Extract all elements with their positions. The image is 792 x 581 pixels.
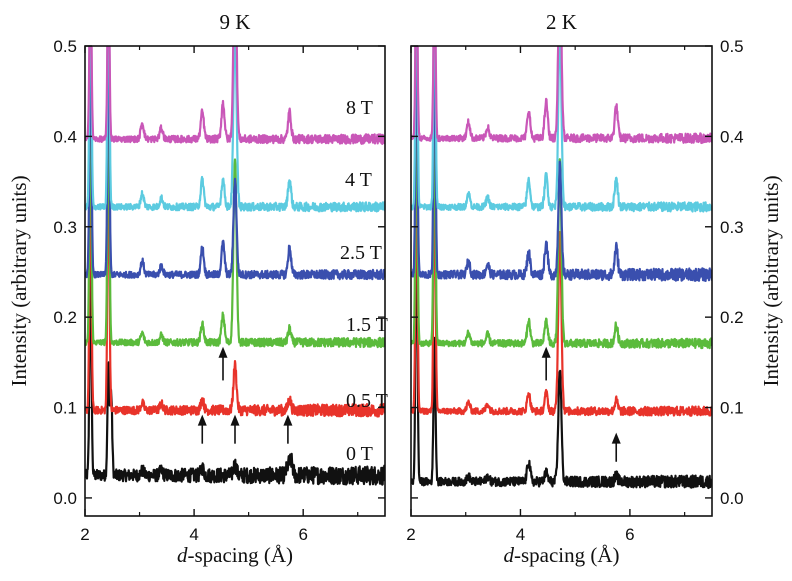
y-tick-label: 0.1 [720, 399, 744, 418]
x-axis-title-italic: d [503, 543, 514, 567]
y-tick-label: 0.1 [53, 399, 77, 418]
arrow-head [541, 346, 551, 358]
y-tick-label: 0.2 [53, 308, 77, 327]
y-tick-label: 0.4 [720, 127, 744, 146]
series-label: 2.5 T [340, 242, 382, 264]
x-axis-title: d-spacing (Å) [503, 543, 619, 567]
x-axis-title: d-spacing (Å) [177, 543, 293, 567]
arrow-head [218, 346, 228, 358]
series-line-0_5T [85, 139, 385, 418]
panel-1-plot [411, 46, 712, 490]
y-tick-label: 0.5 [720, 37, 744, 56]
x-tick-label: 4 [516, 525, 525, 544]
series-line-8T [85, 46, 385, 145]
series-line-4T [85, 46, 385, 213]
y-tick-label: 0.3 [720, 218, 744, 237]
series-label: 1.5 T [346, 314, 388, 336]
x-axis-title-italic: d [177, 543, 188, 567]
y-tick-label: 0.0 [720, 489, 744, 508]
series-line-0T [85, 259, 385, 486]
x-tick-label: 4 [189, 525, 198, 544]
y-axis-title-left: Intensity (arbitrary units) [7, 175, 31, 386]
x-tick-label: 2 [80, 525, 89, 544]
series-label: 0 T [346, 443, 373, 465]
y-tick-label: 0.5 [53, 37, 77, 56]
y-tick-label: 0.3 [53, 218, 77, 237]
y-tick-label: 0.0 [53, 489, 77, 508]
y-axis-title-right: Intensity (arbitrary units) [759, 175, 783, 386]
arrow-head [230, 414, 240, 426]
series-line-2_5T [85, 46, 385, 281]
series-line-4T [411, 46, 712, 213]
arrow-head [197, 414, 207, 426]
x-tick-label: 6 [625, 525, 634, 544]
series-label: 8 T [346, 97, 373, 119]
series-line-8T [411, 46, 712, 145]
series-label: 4 T [345, 169, 372, 191]
y-tick-label: 0.4 [53, 127, 77, 146]
y-tick-label: 0.2 [720, 308, 744, 327]
panel-frame [410, 45, 713, 517]
x-tick-label: 6 [298, 525, 307, 544]
x-axis-title-rest: -spacing (Å) [514, 543, 620, 567]
x-tick-label: 2 [406, 525, 415, 544]
x-axis-title-rest: -spacing (Å) [187, 543, 293, 567]
series-line-0T [411, 209, 712, 490]
panel-title: 2 K [546, 10, 577, 34]
series-line-2_5T [411, 46, 712, 282]
panel-frame [84, 45, 386, 517]
panel-0-plot [85, 46, 385, 486]
series-line-1_5T [85, 71, 385, 349]
series-label: 0.5 T [346, 390, 388, 412]
arrow-head [283, 414, 293, 426]
arrow-head [611, 432, 621, 444]
panel-title: 9 K [220, 10, 251, 34]
